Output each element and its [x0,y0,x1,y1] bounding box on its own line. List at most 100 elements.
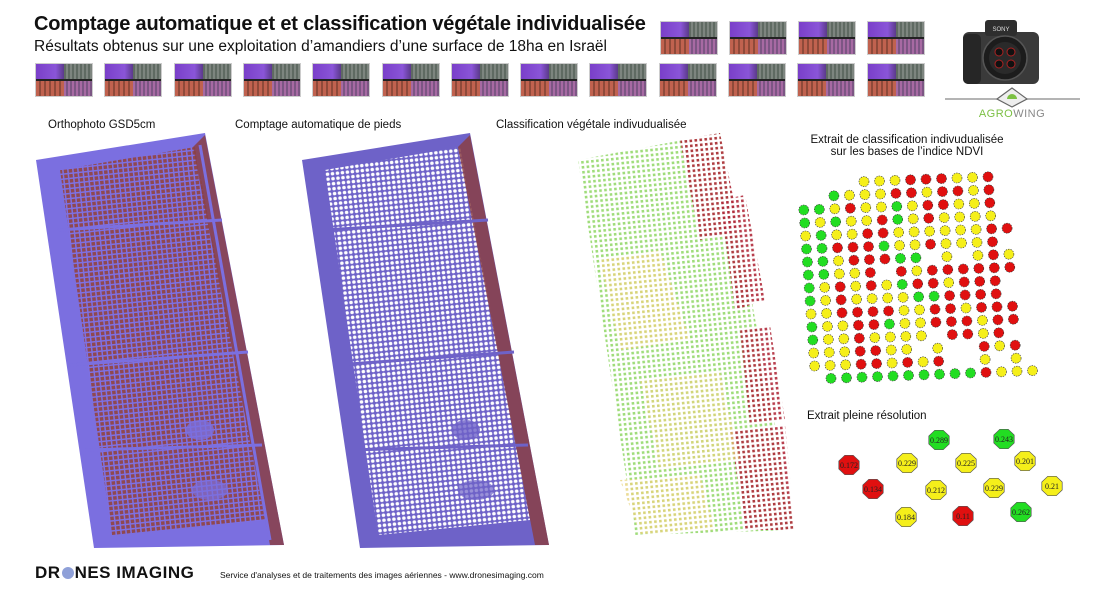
ndvi-tree-marker [1008,313,1019,325]
ndvi-tree-marker [958,263,969,275]
ndvi-tree-marker [994,340,1005,352]
orthophoto-label: Orthophoto GSD5cm [48,119,156,131]
ndvi-tree-marker [883,305,894,317]
ndvi-tree-marker [805,308,817,320]
ndvi-tree-marker [991,301,1003,313]
ndvi-tree-marker [954,211,965,223]
tree-ndvi-badge: 0.172 [838,454,860,476]
ndvi-tree-marker [804,295,816,307]
ndvi-tree-marker [1010,352,1022,364]
ndvi-tree-marker [992,314,1004,326]
ndvi-tree-marker [937,186,948,197]
ndvi-tree-marker [908,226,920,238]
ndvi-tree-marker [874,175,885,187]
ndvi-tree-marker [825,373,837,384]
ndvi-tree-marker [879,253,891,265]
band-thumbnail [589,63,648,97]
ndvi-tree-marker [844,189,855,201]
ndvi-tree-marker [863,241,874,252]
ndvi-tree-marker [877,227,889,239]
ndvi-tree-marker [846,228,858,240]
ndvi-tree-marker [965,367,976,379]
ndvi-tree-marker [893,227,904,238]
tree-ndvi-value: 0.172 [840,461,858,470]
ndvi-tree-marker [894,240,905,251]
ndvi-tree-marker [970,224,982,235]
ndvi-tree-marker [845,215,857,227]
tree-ndvi-value: 0.201 [1016,457,1034,466]
ndvi-tree-marker [854,332,865,344]
ndvi-tree-marker [865,267,876,278]
ndvi-tree-marker [799,217,810,229]
ndvi-tree-marker [976,302,987,313]
ndvi-tree-marker [822,321,833,332]
ndvi-tree-marker [907,200,918,212]
ndvi-tree-marker [855,358,867,370]
ndvi-tree-marker [921,186,933,198]
ndvi-tree-marker [889,175,901,186]
ndvi-tree-marker [867,306,879,317]
ndvi-tree-marker [802,269,814,281]
ndvi-tree-marker [910,252,922,264]
ndvi-tree-marker [945,303,956,314]
band-thumbnail [797,63,856,97]
ndvi-tree-marker [915,317,926,329]
ndvi-tree-marker [814,217,826,228]
ndvi-tree-marker [822,334,834,345]
ndvi-tree-marker [944,290,955,301]
tree-ndvi-badge: 0.225 [955,452,977,474]
ndvi-tree-marker [951,172,963,184]
ndvi-tree-marker [988,249,999,261]
classification-label: Classification végétale indivudualisée [496,119,687,131]
ndvi-tree-marker [815,230,827,241]
ndvi-tree-marker [912,278,923,290]
ndvi-tree-marker [987,236,998,248]
band-thumbnail [729,21,787,55]
ndvi-tree-marker [833,255,844,267]
ndvi-tree-marker [801,243,812,255]
ndvi-tree-marker [852,306,863,318]
ndvi-tree-marker [946,316,957,327]
ndvi-tree-marker [821,308,832,319]
ndvi-extract-label-line2: sur les bases de l’indice NDVI [830,146,984,158]
band-thumbnail [35,63,93,97]
ndvi-tree-marker [927,264,938,276]
ndvi-tree-marker [872,371,883,382]
logo-o-dot [61,567,74,579]
ndvi-tree-marker [866,293,878,304]
ndvi-tree-marker [854,345,866,357]
ndvi-extract-label: Extrait de classification indivudualisée… [802,134,1012,158]
ndvi-tree-marker [959,289,971,301]
ndvi-tree-marker [876,201,887,213]
ndvi-tree-marker [832,242,843,254]
ndvi-tree-marker [816,243,828,254]
ndvi-tree-marker [960,302,972,314]
ndvi-tree-marker [930,316,942,328]
tree-ndvi-badge: 0.229 [896,452,918,474]
ndvi-tree-marker [848,254,860,266]
classification-field [578,133,795,535]
ndvi-tree-marker [837,320,849,332]
full-res-extract-label: Extrait pleine résolution [807,410,927,422]
ndvi-tree-marker [836,307,848,319]
camera-brand: SONY [992,27,1009,33]
ndvi-tree-marker [871,358,882,369]
ndvi-tree-marker [824,360,836,371]
ndvi-tree-marker [834,281,846,293]
ndvi-tree-marker [986,223,997,235]
ndvi-tree-marker [982,171,994,183]
ndvi-tree-marker [927,277,939,289]
tree-ndvi-badge: 0.134 [862,478,884,500]
ndvi-tree-marker [896,279,908,290]
ndvi-tree-marker [969,211,981,222]
ndvi-tree-marker [851,293,862,305]
ndvi-tree-marker [916,330,927,342]
ndvi-tree-marker [885,331,896,343]
ndvi-tree-marker [984,197,996,209]
ndvi-tree-marker [972,250,984,261]
ndvi-tree-marker [1007,300,1018,312]
ndvi-tree-marker [989,262,1000,274]
ndvi-tree-marker [953,198,965,210]
ndvi-tree-marker [1003,248,1015,260]
ndvi-tree-marker [829,203,841,215]
